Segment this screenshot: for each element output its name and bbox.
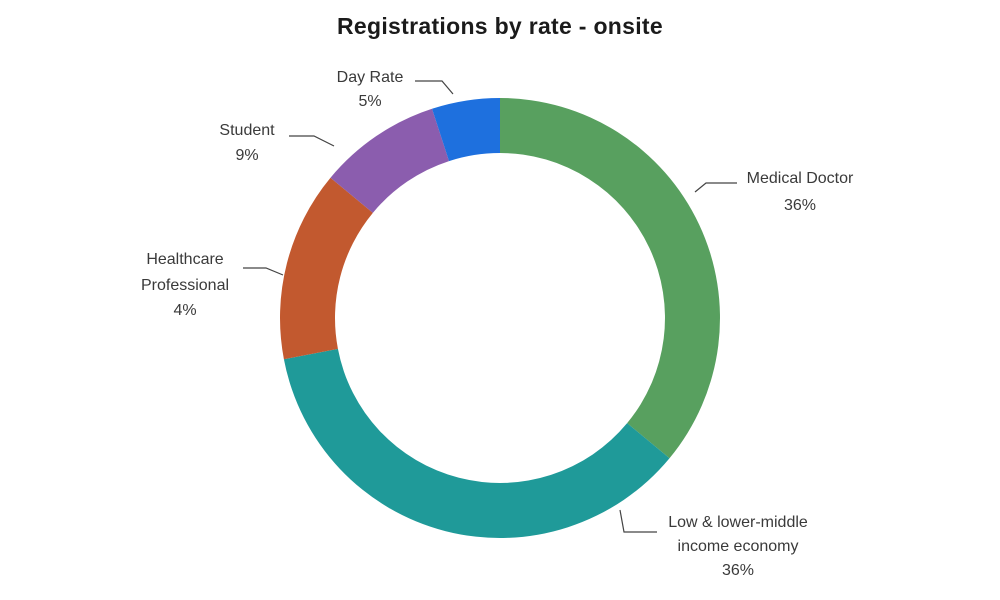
slice-label-medical-doctor: Medical Doctor 36% xyxy=(747,170,854,214)
leader-line-student xyxy=(289,135,335,147)
donut-slice-low-lower-middle-income-economy xyxy=(283,348,670,538)
leader-line-healthcare-professional xyxy=(243,267,284,276)
donut-slices xyxy=(280,98,720,538)
donut-slice-medical-doctor xyxy=(500,98,720,459)
leader-line-medical-doctor xyxy=(694,182,737,193)
slice-labels: Medical Doctor 36% Low & lower-middle incom… xyxy=(141,69,854,579)
chart-title: Registrations by rate - onsite xyxy=(337,13,663,39)
leader-lines xyxy=(243,80,737,533)
slice-label-low-lower-middle-income-economy: Low & lower-middle income economy 36% xyxy=(668,514,808,579)
donut-slice-healthcare-professional xyxy=(280,177,373,360)
donut-slice-student xyxy=(330,108,450,213)
slice-label-day-rate: Day Rate 5% xyxy=(337,69,404,110)
leader-line-low-lower-middle-income-economy xyxy=(619,509,657,533)
slice-label-student: Student 9% xyxy=(219,122,275,164)
slice-label-healthcare-professional: Healthcare Professional 4% xyxy=(141,251,229,319)
leader-line-day-rate xyxy=(415,80,454,95)
donut-slice-day-rate xyxy=(432,98,500,162)
